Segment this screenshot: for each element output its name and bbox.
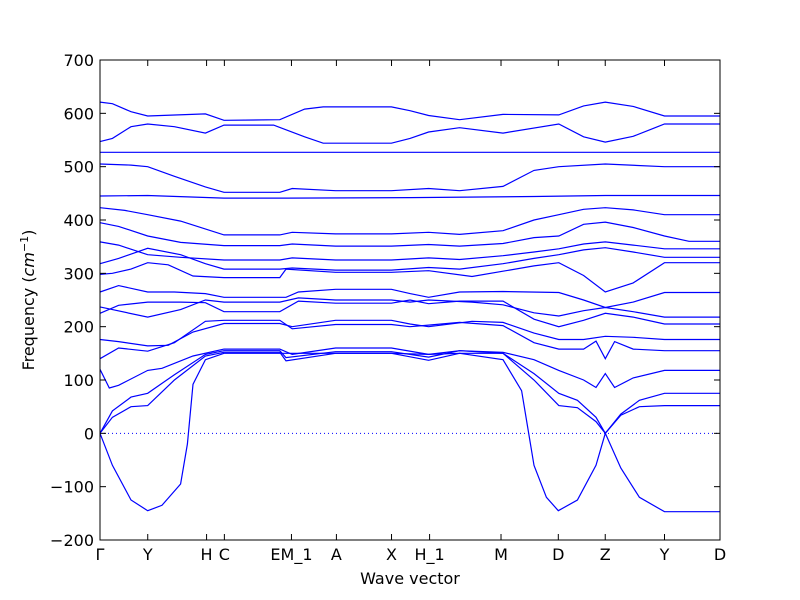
x-tick-label: Γ bbox=[96, 545, 105, 564]
x-tick-label: Z bbox=[600, 545, 611, 564]
x-axis-label: Wave vector bbox=[360, 569, 460, 588]
x-tick-label: M bbox=[494, 545, 508, 564]
x-tick-label: D bbox=[552, 545, 564, 564]
band-line-15 bbox=[99, 319, 720, 360]
x-tick-label: H bbox=[201, 545, 213, 564]
y-tick-label: 100 bbox=[63, 371, 94, 390]
y-tick-label: 300 bbox=[63, 264, 94, 283]
plot-frame bbox=[99, 59, 721, 541]
x-tick-label: H_1 bbox=[414, 545, 444, 565]
y-tick-label: 700 bbox=[63, 51, 94, 70]
x-tick-label: X bbox=[386, 545, 397, 564]
y-axis-label-text: Frequency bbox=[19, 288, 38, 371]
band-line-18 bbox=[99, 351, 720, 435]
y-tick-label: 400 bbox=[63, 211, 94, 230]
y-tick-label: −200 bbox=[50, 531, 94, 550]
band-line-12 bbox=[99, 297, 720, 318]
band-line-8 bbox=[99, 241, 720, 261]
y-tick-label: −100 bbox=[50, 478, 94, 497]
x-tick-label: D bbox=[714, 545, 726, 564]
band-line-5 bbox=[99, 194, 720, 199]
y-axis-unit-exponent: −1 bbox=[18, 236, 31, 252]
x-tick-label: C bbox=[219, 545, 230, 564]
x-tick-label: A bbox=[331, 545, 342, 564]
y-axis-unit: cm bbox=[19, 252, 38, 276]
band-line-9 bbox=[99, 247, 720, 271]
x-tick-label: Y bbox=[659, 545, 670, 564]
y-tick-label: 0 bbox=[84, 424, 94, 443]
y-axis-ticks: −200 −100 0 100 200 300 400 500 600 700 bbox=[50, 51, 720, 550]
band-line-19 bbox=[99, 352, 720, 513]
x-tick-label: Y bbox=[142, 545, 153, 564]
band-line-13 bbox=[99, 299, 720, 328]
band-line-11 bbox=[99, 284, 720, 309]
band-line-6 bbox=[99, 207, 720, 236]
y-tick-label: 600 bbox=[63, 104, 94, 123]
y-axis-label: Frequency (cm−1) bbox=[18, 230, 38, 371]
band-line-1 bbox=[99, 101, 720, 121]
y-tick-label: 500 bbox=[63, 158, 94, 177]
band-line-10 bbox=[99, 262, 720, 293]
band-line-7 bbox=[99, 221, 720, 247]
y-tick-label: 200 bbox=[63, 318, 94, 337]
plot-lines bbox=[99, 101, 720, 513]
band-line-4 bbox=[99, 163, 720, 193]
x-axis-ticks: Γ Y H C EM_1 A X H_1 M D Z Y D bbox=[96, 60, 726, 565]
band-line-2 bbox=[99, 123, 720, 144]
x-tick-label: EM_1 bbox=[270, 545, 312, 565]
